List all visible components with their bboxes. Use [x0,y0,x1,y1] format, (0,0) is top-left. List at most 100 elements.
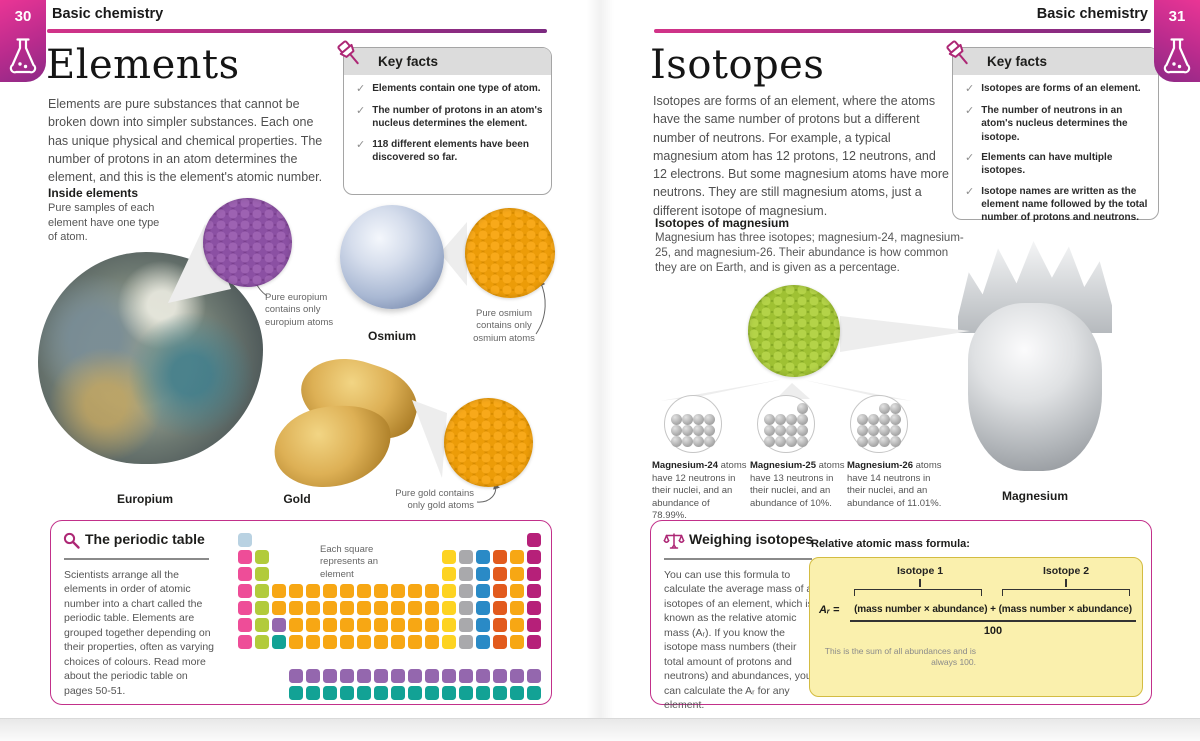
neutron-sphere [868,425,879,436]
element-square [476,618,490,632]
element-square [442,567,456,581]
element-square [323,601,337,615]
mg26-caption: Magnesium-26 atoms have 14 neutrons in t… [847,460,942,509]
periodic-box-body: Scientists arrange all the elements in o… [64,569,214,697]
neutron-sphere [682,414,693,425]
element-square [323,635,337,649]
element-square [510,618,524,632]
element-square [408,669,422,683]
element-square [357,686,371,700]
element-square [391,584,405,598]
divider [664,558,812,560]
weighing-box-title: Weighing isotopes [689,531,814,547]
element-square [238,635,252,649]
element-square [493,635,507,649]
weighing-isotopes-box: Weighing isotopes You can use this formu… [650,520,1152,711]
formula-heading: Relative atomic mass formula: [811,538,970,550]
element-square [340,669,354,683]
key-facts-box: Key facts ✓ Elements contain one type of … [337,40,552,195]
element-square [306,686,320,700]
element-square [459,635,473,649]
formula-panel: Isotope 1 Isotope 2 Aᵣ = (mass number × … [809,557,1143,697]
mg26-neutron-circle [850,395,908,453]
element-square [493,567,507,581]
neutron-sphere [775,425,786,436]
element-square [425,635,439,649]
element-square [374,618,388,632]
element-square [255,584,269,598]
mg24-caption: Magnesium-24 atoms have 12 neutrons in t… [652,460,747,522]
key-facts-header [344,48,551,75]
element-square [493,601,507,615]
fraction-bar [850,620,1136,622]
element-square [255,601,269,615]
element-square [391,686,405,700]
intro-paragraph: Isotopes are forms of an element, where … [653,94,949,218]
element-square [255,567,269,581]
neutron-sphere [879,403,890,414]
check-icon: ✓ [356,83,366,95]
neutron-sphere [786,425,797,436]
mg25-caption: Magnesium-25 atoms have 13 neutrons in t… [750,460,845,509]
beam-mg26 [804,380,912,401]
key-fact: ✓ Isotope names are written as the elemen… [965,185,1148,224]
element-square [323,669,337,683]
element-square [255,635,269,649]
inside-elements-heading: Inside elements [48,186,139,200]
neutron-sphere [797,425,808,436]
element-square [272,601,286,615]
divider [64,558,209,560]
key-facts-header [953,48,1158,75]
element-square [340,618,354,632]
element-square [442,618,456,632]
page-isotopes: 31 Basic chemistry Isotopes Isotopes are… [600,0,1200,718]
neutron-sphere [890,414,901,425]
element-square [238,567,252,581]
element-square [425,686,439,700]
element-square [255,618,269,632]
page-corner-tab: 31 [1154,0,1200,82]
key-fact: ✓ 118 different elements have been discov… [356,138,529,163]
neutron-sphere [775,414,786,425]
element-square [527,567,541,581]
element-square [442,584,456,598]
intro-paragraph: Elements are pure substances that cannot… [48,97,323,184]
element-square [510,584,524,598]
element-square [510,686,524,700]
neutron-sphere [890,436,901,447]
key-fact: ✓ Elements contain one type of atom. [356,83,541,95]
element-square [357,635,371,649]
neutron-sphere [890,403,901,414]
element-square [323,618,337,632]
element-square [289,635,303,649]
element-square [425,584,439,598]
neutron-sphere [890,425,901,436]
neutron-sphere [671,436,682,447]
neutron-sphere [868,436,879,447]
element-square [476,686,490,700]
element-square [527,618,541,632]
element-square [459,669,473,683]
element-square [340,601,354,615]
periodic-grid [238,533,544,703]
magnesium-label: Magnesium [1001,489,1068,503]
weighing-box-body: You can use this formula to calculate th… [664,569,817,712]
element-square [272,618,286,632]
element-square [357,669,371,683]
mg25-neutron-circle [757,395,815,453]
neutron-sphere [682,436,693,447]
element-square [391,635,405,649]
element-square [357,618,371,632]
gold-caption: Pure gold contains only gold atoms [395,488,474,512]
key-facts-box: Key facts ✓ Isotopes are forms of an elem… [946,40,1159,223]
neutron-sphere [764,414,775,425]
neutron-sphere [764,425,775,436]
gold-photo [266,345,434,498]
neutron-sphere [857,414,868,425]
element-square [442,550,456,564]
element-square [442,601,456,615]
neutron-sphere [797,436,808,447]
key-facts-title: Key facts [378,54,439,69]
pushpin-icon [337,40,359,65]
check-icon: ✓ [965,185,975,198]
